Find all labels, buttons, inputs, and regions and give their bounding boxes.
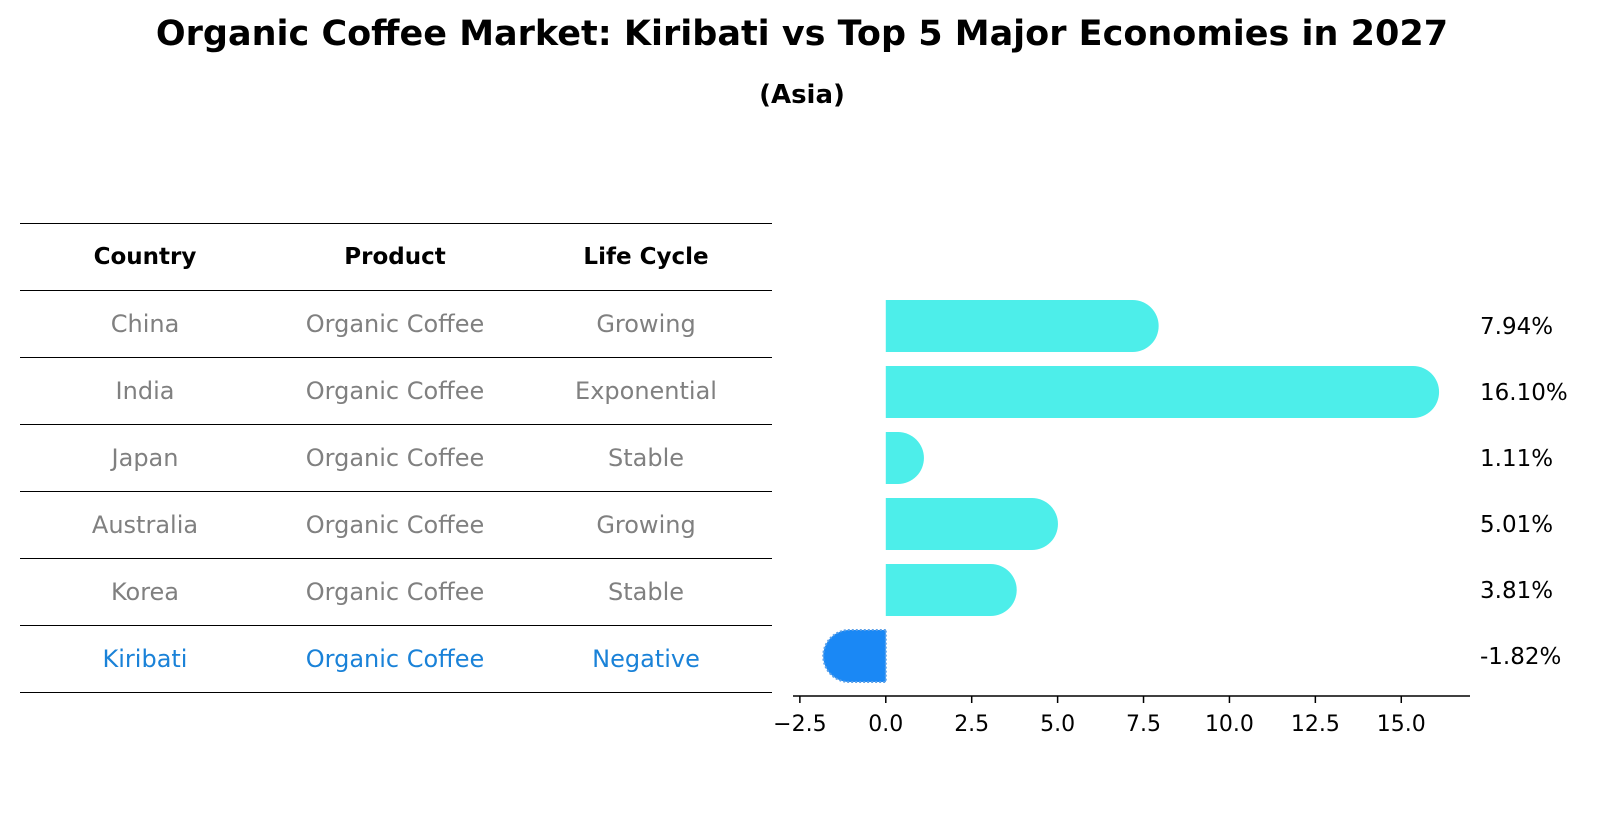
bar	[885, 564, 1017, 616]
value-label: 7.94%	[1480, 314, 1553, 340]
bar	[885, 300, 1159, 352]
bar	[885, 366, 1440, 418]
value-label: 1.11%	[1480, 446, 1553, 472]
cell-life-cycle: Stable	[607, 578, 685, 606]
x-tick-label: 10.0	[1205, 712, 1254, 737]
cell-country: Korea	[110, 578, 180, 606]
table-row: Australia Organic Coffee Growing	[20, 491, 772, 558]
header-country: Country	[93, 244, 197, 270]
cell-product: Organic Coffee	[305, 511, 485, 539]
cell-life-cycle: Negative	[592, 645, 700, 673]
cell-life-cycle: Growing	[596, 511, 696, 539]
x-tick-label: 2.5	[954, 712, 989, 737]
bar	[885, 498, 1058, 550]
cell-product: Organic Coffee	[305, 645, 485, 673]
chart-title: Organic Coffee Market: Kiribati vs Top 5…	[155, 14, 1449, 54]
bar	[822, 629, 887, 683]
x-tick-label: 12.5	[1291, 712, 1340, 737]
data-table: Country Product Life Cycle China Organic…	[20, 223, 772, 693]
x-tick-label: 5.0	[1040, 712, 1075, 737]
x-tick-label: −2.5	[773, 712, 826, 737]
cell-product: Organic Coffee	[305, 310, 485, 338]
cell-country: Australia	[91, 511, 199, 539]
cell-product: Organic Coffee	[305, 377, 485, 405]
x-tick-label: 7.5	[1126, 712, 1161, 737]
cell-life-cycle: Stable	[607, 444, 685, 472]
value-label: -1.82%	[1480, 644, 1561, 670]
cell-country: Japan	[111, 444, 179, 472]
header-product: Product	[344, 244, 446, 270]
cell-country: Kiribati	[102, 645, 188, 673]
table-row: China Organic Coffee Growing	[20, 290, 772, 357]
x-tick-label: 0.0	[868, 712, 903, 737]
value-label: 3.81%	[1480, 578, 1553, 604]
cell-product: Organic Coffee	[305, 578, 485, 606]
value-label: 5.01%	[1480, 512, 1553, 538]
chart-subtitle: (Asia)	[759, 80, 845, 110]
value-label: 16.10%	[1480, 380, 1568, 406]
cell-life-cycle: Exponential	[575, 377, 717, 405]
table-header-row: Country Product Life Cycle	[20, 223, 772, 290]
table-row: India Organic Coffee Exponential	[20, 357, 772, 424]
bar	[885, 432, 924, 484]
cell-country: India	[115, 377, 175, 405]
cell-product: Organic Coffee	[305, 444, 485, 472]
table-row: Korea Organic Coffee Stable	[20, 558, 772, 625]
x-tick-label: 15.0	[1377, 712, 1426, 737]
cell-country: China	[110, 310, 180, 338]
cell-life-cycle: Growing	[596, 310, 696, 338]
table-row: Japan Organic Coffee Stable	[20, 424, 772, 491]
header-life-cycle: Life Cycle	[583, 244, 709, 270]
table-row-highlight: Kiribati Organic Coffee Negative	[20, 625, 772, 693]
